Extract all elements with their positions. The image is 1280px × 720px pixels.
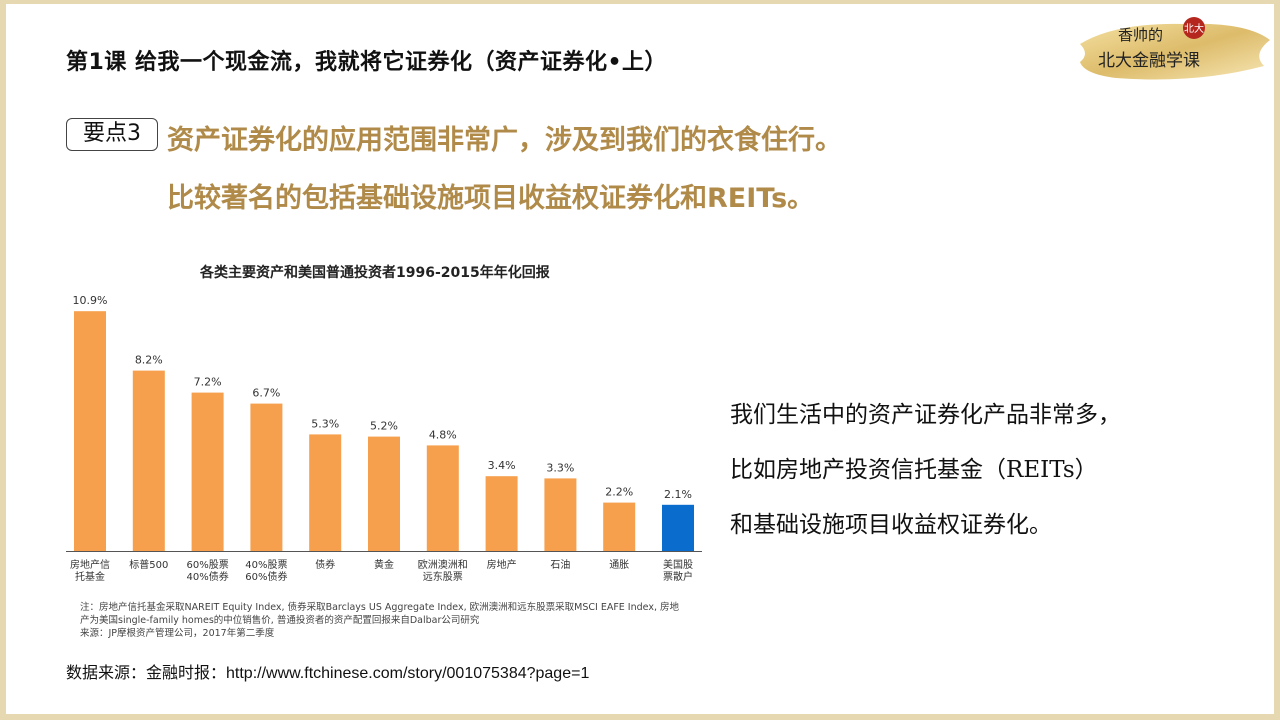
category-label: 票散户	[663, 570, 693, 583]
bar	[485, 476, 518, 551]
bar	[74, 311, 106, 551]
data-label: 3.4%	[488, 459, 516, 472]
description-line: 和基础设施项目收益权证券化。	[730, 512, 1052, 538]
category-label: 40%债券	[186, 570, 228, 583]
category-label: 石油	[550, 558, 570, 571]
category-label: 黄金	[374, 558, 394, 571]
brand-logo: 北大 香帅的 北大金融学课	[1080, 17, 1270, 80]
data-label: 2.1%	[664, 488, 692, 501]
category-label: 托基金	[75, 570, 105, 583]
category-label: 房地产	[487, 558, 517, 571]
lesson-title: 第1课 给我一个现金流，我就将它证券化（资产证券化•上）	[66, 50, 668, 75]
bar	[132, 370, 165, 551]
bar	[191, 392, 224, 551]
chart-note-line: 产为美国single-family homes的中位销售价, 普通投资者的资产配…	[80, 615, 480, 626]
category-label: 通胀	[609, 559, 629, 571]
description: 我们生活中的资产证券化产品非常多， 比如房地产投资信托基金（REITs） 和基础…	[730, 388, 1121, 553]
category-label: 远东股票	[423, 570, 463, 583]
chart-note-line: 注：房地产信托基金采取NAREIT Equity Index, 债券采取Barc…	[80, 602, 679, 613]
bar	[250, 403, 283, 551]
category-label: 房地产信	[70, 558, 110, 571]
bar	[544, 478, 577, 551]
category-label: 债券	[315, 558, 335, 571]
description-line: 我们生活中的资产证券化产品非常多，	[730, 402, 1121, 428]
key-point-line-1: 资产证券化的应用范围非常广，涉及到我们的衣食住行。	[167, 125, 842, 156]
category-label: 40%股票	[245, 559, 287, 571]
data-label: 5.3%	[311, 417, 339, 430]
bar	[368, 436, 400, 551]
data-label: 8.2%	[135, 354, 163, 367]
category-label: 标普500	[129, 558, 168, 571]
chart-note: 注：房地产信托基金采取NAREIT Equity Index, 债券采取Barc…	[80, 601, 679, 640]
svg-text:北大: 北大	[1184, 22, 1204, 35]
key-point-badge: 要点3	[66, 118, 158, 151]
data-label: 4.8%	[429, 428, 457, 441]
category-label: 美国股	[663, 558, 693, 571]
bar	[426, 445, 459, 551]
bar	[603, 502, 636, 551]
data-label: 6.7%	[252, 387, 280, 400]
logo-line2: 北大金融学课	[1098, 51, 1200, 71]
logo-line1: 香帅的	[1118, 26, 1163, 44]
chart-note-line: 来源：JP摩根资产管理公司，2017年第二季度	[80, 628, 275, 639]
seal-icon	[1183, 17, 1205, 39]
data-label: 7.2%	[194, 376, 222, 389]
data-label: 3.3%	[546, 461, 574, 474]
category-label: 60%债券	[245, 570, 287, 583]
bar	[309, 434, 342, 551]
description-line: 比如房地产投资信托基金（REITs）	[730, 457, 1098, 483]
chart-title: 各类主要资产和美国普通投资者1996-2015年年化回报	[200, 265, 550, 281]
category-label: 60%股票	[186, 559, 228, 571]
category-label: 欧洲澳洲和	[418, 558, 468, 571]
bar	[662, 504, 694, 551]
data-label: 5.2%	[370, 420, 398, 433]
data-label: 10.9%	[73, 294, 108, 307]
key-point-line-2: 比较著名的包括基础设施项目收益权证券化和REITs。	[167, 183, 815, 214]
data-label: 2.2%	[605, 486, 633, 499]
data-source: 数据来源：金融时报：http://www.ftchinese.com/story…	[66, 665, 590, 682]
